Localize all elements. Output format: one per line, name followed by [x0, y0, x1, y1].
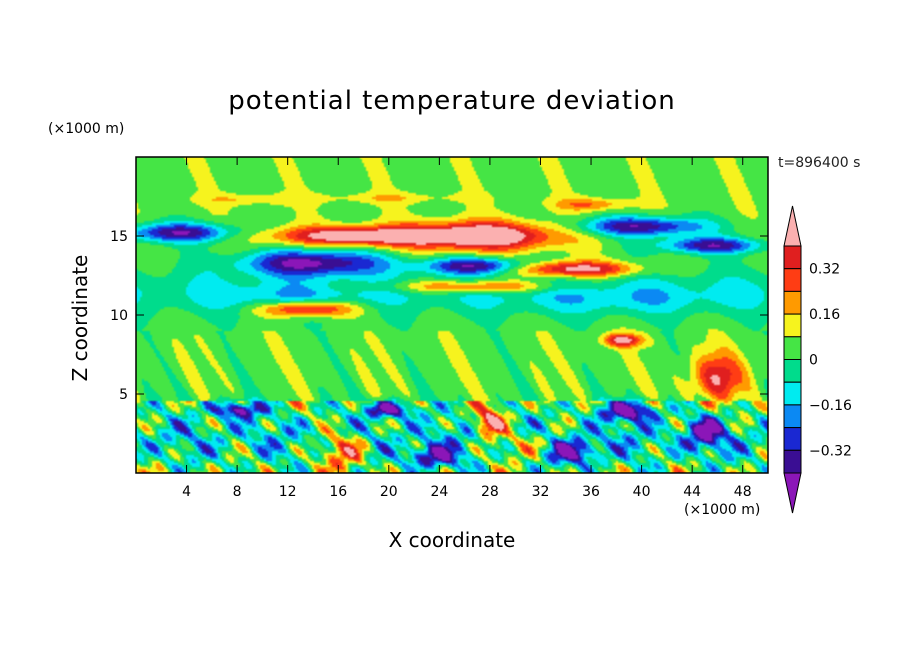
- colorbar: 0.32 0.16 0 −0.16 −0.32: [784, 206, 852, 513]
- colorbar-tick-label: 0.16: [809, 307, 840, 323]
- x-tick-label: 48: [734, 484, 752, 500]
- y-tick-label: 10: [110, 308, 128, 324]
- x-tick-label: 20: [380, 484, 398, 500]
- colorbar-swatch: [784, 382, 801, 405]
- colorbar-swatch: [784, 360, 801, 383]
- colorbar-top-arrow: [784, 206, 801, 246]
- x-tick-label: 40: [633, 484, 651, 500]
- colorbar-swatch: [784, 291, 801, 314]
- y-tick-label: 15: [110, 229, 128, 245]
- colorbar-bottom-arrow: [784, 473, 801, 513]
- colorbar-tick-label: −0.32: [809, 443, 852, 459]
- x-tick-label: 16: [329, 484, 347, 500]
- x-tick-label: 36: [582, 484, 600, 500]
- x-tick-label: 28: [481, 484, 499, 500]
- colorbar-swatch: [784, 428, 801, 451]
- colorbar-tick-label: 0: [809, 353, 818, 369]
- colorbar-swatch: [784, 405, 801, 428]
- x-tick-label: 44: [683, 484, 701, 500]
- x-tick-label: 4: [182, 484, 191, 500]
- x-tick-label: 24: [430, 484, 448, 500]
- colorbar-tick-label: −0.16: [809, 398, 852, 414]
- heatmap-field: [136, 157, 768, 473]
- colorbar-swatch: [784, 269, 801, 292]
- colorbar-swatch: [784, 450, 801, 473]
- y-tick-label: 5: [119, 387, 128, 403]
- colorbar-swatch: [784, 246, 801, 269]
- colorbar-swatch: [784, 314, 801, 337]
- x-tick-label: 12: [279, 484, 297, 500]
- colorbar-tick-label: 0.32: [809, 262, 840, 278]
- x-tick-label: 8: [233, 484, 242, 500]
- colorbar-swatch: [784, 337, 801, 360]
- x-tick-label: 32: [532, 484, 550, 500]
